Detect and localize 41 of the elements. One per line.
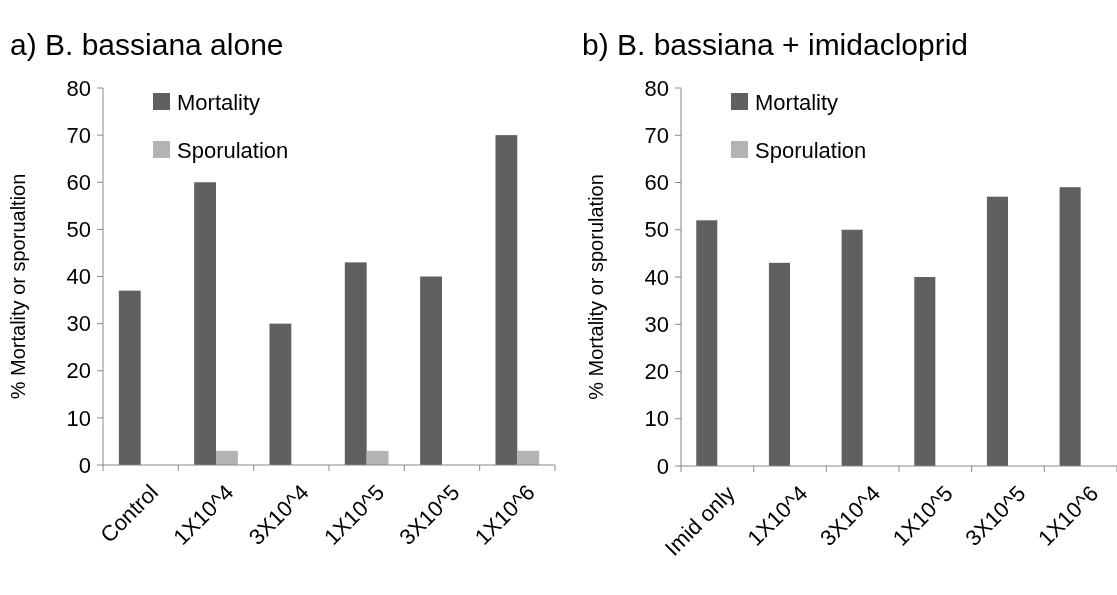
y-tick-label: 60 — [644, 170, 669, 196]
y-tick-label: 70 — [66, 122, 91, 148]
bar — [216, 450, 238, 465]
y-tick-label: 0 — [656, 453, 669, 479]
bar — [517, 450, 540, 465]
bar — [696, 220, 718, 466]
y-tick-label: 80 — [66, 75, 91, 101]
legend-label: Mortality — [755, 89, 839, 115]
bar — [841, 229, 863, 466]
y-tick-label: 20 — [66, 358, 91, 384]
bar — [344, 262, 367, 465]
y-tick-label: 40 — [644, 264, 669, 290]
y-tick-label: 10 — [644, 406, 669, 432]
y-axis-title: % Mortality or sporualtion — [7, 173, 29, 400]
chart-title: b) B. bassiana + imidacloprid — [582, 28, 969, 61]
chart-title: a) B. bassiana alone — [10, 28, 284, 61]
bar — [269, 323, 292, 465]
bar — [1059, 187, 1081, 466]
y-tick-label: 30 — [66, 311, 91, 337]
y-tick-label: 20 — [644, 359, 669, 385]
legend-label: Sporulation — [755, 137, 867, 163]
bar — [914, 277, 936, 466]
legend-label: Mortality — [177, 89, 261, 115]
bar — [194, 182, 216, 465]
bar — [495, 135, 518, 465]
y-axis-title: % Mortality or sporulation — [585, 174, 607, 400]
y-tick-label: 40 — [66, 264, 91, 290]
y-tick-label: 50 — [644, 217, 669, 243]
bar — [118, 290, 141, 465]
bar — [366, 450, 389, 465]
y-tick-label: 80 — [644, 75, 669, 101]
y-tick-label: 60 — [66, 169, 91, 195]
y-tick-label: 0 — [78, 452, 91, 478]
bar — [986, 196, 1008, 466]
legend-label: Sporulation — [177, 137, 289, 163]
y-tick-label: 50 — [66, 217, 91, 243]
bar — [420, 276, 442, 465]
y-tick-label: 70 — [644, 122, 669, 148]
bar — [768, 262, 790, 466]
y-tick-label: 30 — [644, 311, 669, 337]
y-tick-label: 10 — [66, 405, 91, 431]
